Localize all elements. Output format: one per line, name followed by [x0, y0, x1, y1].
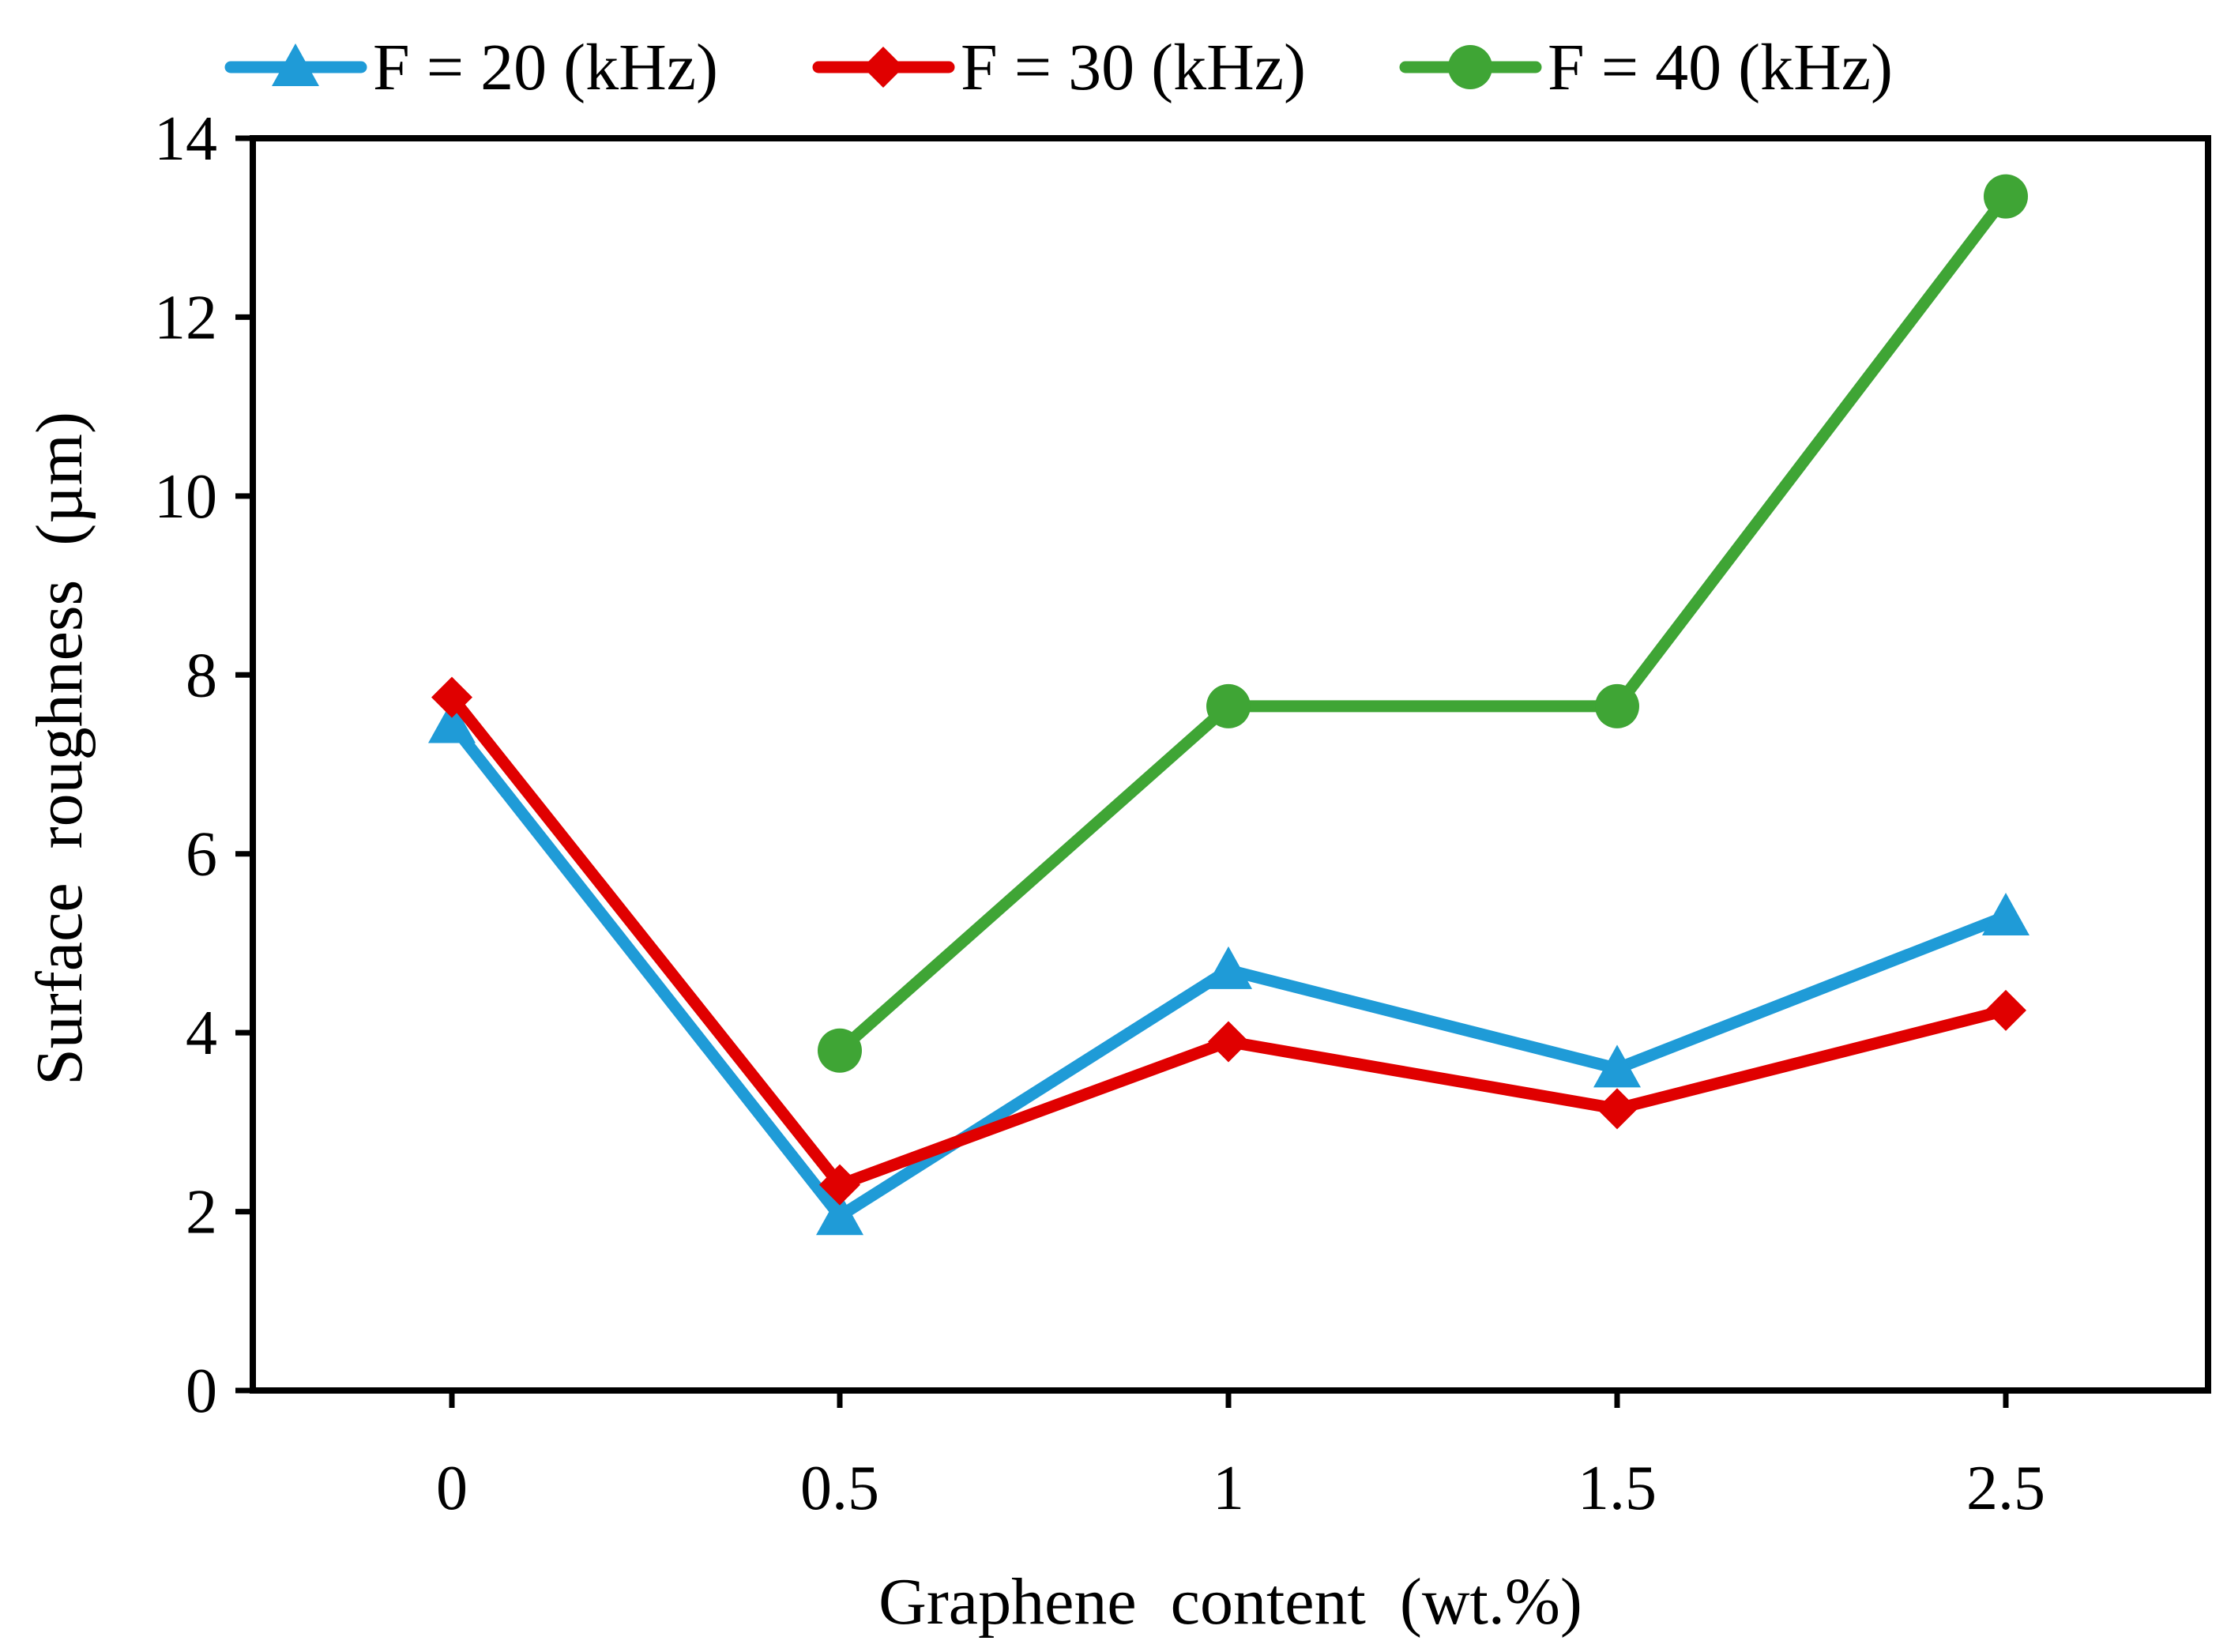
legend-item-1: F = 20 (kHz)	[224, 31, 718, 104]
data-point	[818, 1028, 862, 1073]
y-tick-label: 14	[154, 104, 217, 174]
data-point	[1208, 1021, 1249, 1063]
y-tick-label: 12	[154, 283, 217, 352]
y-axis-ticks: 0 2 4 6 8 10 12 14	[154, 104, 253, 1426]
series-layer	[428, 174, 2030, 1236]
y-tick-label: 6	[186, 820, 217, 890]
legend-marker	[272, 43, 319, 86]
x-tick-label: 0.5	[800, 1454, 879, 1523]
data-point	[819, 1164, 860, 1206]
data-point	[1593, 1044, 1641, 1088]
data-point	[1984, 174, 2028, 219]
x-axis-ticks: 0 0.5 1 1.5 2.5	[436, 1390, 2045, 1523]
x-tick-label: 1	[1213, 1454, 1244, 1523]
x-tick-label: 0	[436, 1454, 468, 1523]
y-tick-label: 4	[186, 999, 217, 1068]
y-axis-label: Surface roughness (µm)	[23, 412, 96, 1086]
y-tick-label: 10	[154, 462, 217, 532]
series-3	[818, 174, 2028, 1073]
data-point	[1205, 946, 1252, 989]
legend-label: F = 30 (kHz)	[961, 31, 1306, 104]
data-point	[1206, 683, 1251, 728]
y-tick-label: 8	[186, 641, 217, 710]
legend-marker	[863, 47, 904, 88]
y-tick-label: 2	[186, 1178, 217, 1247]
legend-label: F = 20 (kHz)	[373, 31, 718, 104]
x-tick-label: 1.5	[1578, 1454, 1657, 1523]
x-tick-label: 2.5	[1966, 1454, 2045, 1523]
data-point	[1595, 683, 1639, 728]
plot-frame	[250, 135, 2211, 1394]
legend-item-3: F = 40 (kHz)	[1399, 31, 1893, 104]
data-point	[428, 700, 476, 743]
data-point	[1982, 892, 2030, 935]
y-tick-label: 0	[186, 1357, 217, 1426]
data-point	[1597, 1088, 1638, 1130]
series-1	[428, 700, 2030, 1236]
legend-marker	[1448, 45, 1492, 89]
data-point	[431, 676, 472, 718]
legend-item-2: F = 30 (kHz)	[812, 31, 1306, 104]
series-2	[431, 676, 2026, 1206]
legend: F = 20 (kHz) F = 30 (kHz) F = 40 (kHz)	[224, 31, 1893, 104]
legend-label: F = 40 (kHz)	[1548, 31, 1893, 104]
data-point	[1985, 989, 2026, 1031]
data-point	[816, 1192, 863, 1236]
x-axis-label: Graphene content (wt.%)	[878, 1565, 1582, 1639]
series-line	[446, 691, 2012, 1191]
series-line	[833, 190, 2012, 1057]
